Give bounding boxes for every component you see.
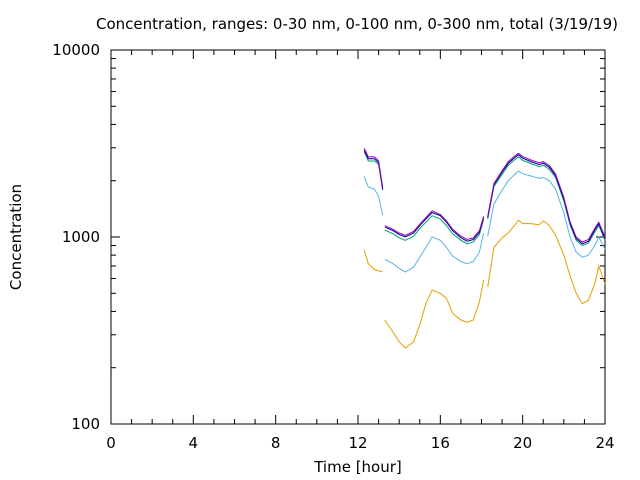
series-0-line-segment-2: [487, 219, 606, 305]
series-0-line-segment-0: [363, 250, 383, 273]
y-tick-label: 1000: [62, 228, 100, 246]
x-tick-label: 16: [431, 434, 450, 452]
x-tick-label: 8: [271, 434, 281, 452]
x-tick-label: 20: [513, 434, 532, 452]
x-tick-label: 12: [348, 434, 367, 452]
series-3-line-segment-2: [487, 154, 606, 245]
series-3-line-segment-1: [384, 212, 485, 242]
series-2-line-segment-1: [384, 215, 485, 245]
y-axis-label: Concentration: [7, 184, 25, 290]
series-0-line-segment-1: [384, 279, 485, 349]
plot-area: [110, 49, 606, 425]
plot-frame: [110, 49, 606, 425]
x-tick-label: 0: [106, 434, 116, 452]
y-axis: 100 1000 10000: [52, 41, 605, 433]
series-1-line-segment-2: [487, 170, 606, 258]
series-1-line-segment-1: [384, 232, 485, 273]
x-tick-label: 4: [189, 434, 199, 452]
series-1-line-segment-0: [363, 176, 384, 216]
series-layer: [363, 148, 606, 349]
x-axis: 0 4 8 12 16 20 24: [106, 50, 615, 452]
y-tick-label: 10000: [52, 41, 100, 59]
series-2-line-segment-2: [487, 156, 606, 247]
y-tick-label: 100: [71, 415, 100, 433]
series-4-line-segment-0: [363, 148, 384, 188]
x-axis-label: Time [hour]: [313, 458, 402, 476]
series-4-line-segment-2: [487, 152, 606, 243]
series-4-line-segment-1: [384, 210, 485, 241]
chart-title: Concentration, ranges: 0-30 nm, 0-100 nm…: [96, 15, 618, 33]
x-tick-label: 24: [595, 434, 614, 452]
